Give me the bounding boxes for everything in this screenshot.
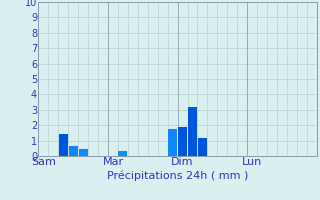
Bar: [79, 149, 88, 156]
Bar: [178, 127, 187, 156]
Bar: [198, 138, 207, 156]
Bar: [168, 129, 177, 156]
X-axis label: Précipitations 24h ( mm ): Précipitations 24h ( mm ): [107, 170, 248, 181]
Bar: [188, 107, 197, 156]
Bar: [59, 134, 68, 156]
Bar: [118, 151, 127, 156]
Bar: [69, 146, 78, 156]
